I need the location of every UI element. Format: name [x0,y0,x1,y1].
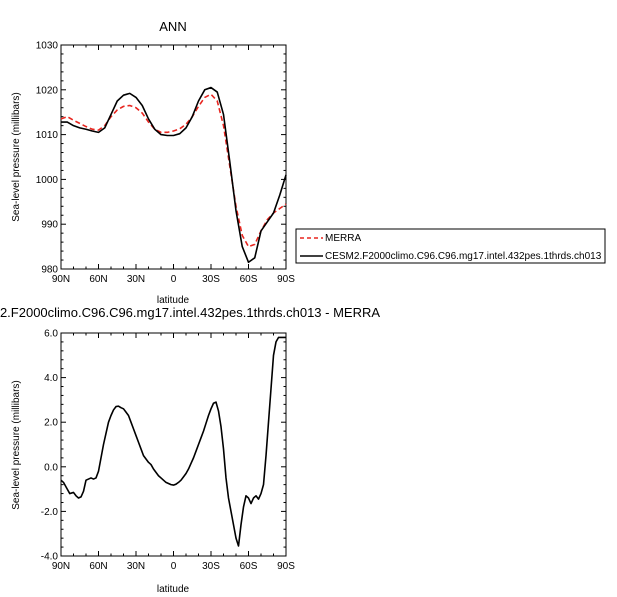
top-series-line-0 [60,93,287,248]
top-panel: ANN 90N 60N 30N 0 30S 60S 90S 980 990 1000 1010 102… [11,19,295,306]
bottom-x-axis-label: latitude [157,584,190,595]
top-y-tick-label: 1030 [36,41,59,52]
bottom-y-tick-label: 0.0 [44,462,58,473]
top-plot-frame [60,44,287,270]
bottom-y-tick-label: 2.0 [44,418,58,429]
top-y-tick-label: 980 [41,265,58,276]
top-x-tick-label: 0 [171,274,177,285]
top-y-axis-label: Sea-level pressure (millibars) [11,92,22,221]
legend-label-cesm2: CESM2.F2000climo.C96.C96.mg17.intel.432p… [325,251,602,262]
bottom-x-tick-label: 0 [171,561,177,572]
top-x-axis-label: latitude [157,295,190,306]
top-x-tick-label: 30S [202,274,220,285]
bottom-y-tick-label: 4.0 [44,373,58,384]
bottom-x-tick-label: 90N [52,561,70,572]
top-y-tick-label: 990 [41,220,58,231]
top-plot-area: 90N 60N 30N 0 30S 60S 90S 980 990 1000 1010 1020 103… [36,41,295,286]
bottom-series-line-0 [60,336,286,547]
legend: MERRA CESM2.F2000climo.C96.C96.mg17.inte… [295,228,606,264]
top-x-tick-label: 30N [127,274,145,285]
bottom-y-tick-label: -2.0 [41,507,59,518]
top-x-tick-label: 90S [277,274,295,285]
bottom-y-tick-label: -4.0 [41,552,59,563]
bottom-chart-title: 2.F2000climo.C96.C96.mg17.intel.432pes.1… [0,305,380,320]
bottom-x-tick-label: 30N [127,561,145,572]
top-chart-title: ANN [159,19,186,34]
top-y-tick-label: 1020 [36,85,59,96]
bottom-panel: 2.F2000climo.C96.C96.mg17.intel.432pes.1… [0,305,380,595]
bottom-x-tick-label: 60S [240,561,258,572]
top-x-tick-label: 90N [52,274,70,285]
bottom-x-tick-label: 30S [202,561,220,572]
bottom-x-tick-label: 90S [277,561,295,572]
bottom-x-tick-label: 60N [89,561,107,572]
top-y-tick-label: 1000 [36,175,59,186]
top-x-tick-label: 60N [89,274,107,285]
bottom-plot-frame [60,332,287,557]
top-x-tick-label: 60S [240,274,258,285]
bottom-y-tick-label: 6.0 [44,329,58,340]
top-series-line-1 [61,86,287,264]
bottom-plot-area: 90N 60N 30N 0 30S 60S 90S -4.0 -2.0 0.0 2.0 4.0 6.0 [41,329,295,573]
bottom-y-axis-label: Sea-level pressure (millibars) [11,380,22,509]
legend-label-merra: MERRA [325,233,361,244]
top-y-tick-label: 1010 [36,130,59,141]
legend-box [295,228,606,264]
